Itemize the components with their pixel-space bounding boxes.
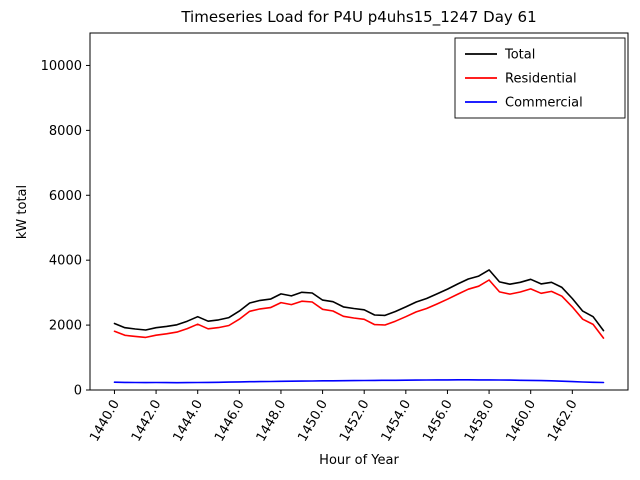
x-tick-label: 1460.0 [503,398,539,445]
y-axis-label: kW total [15,185,30,239]
series-line-total [113,269,605,332]
x-tick-label: 1456.0 [420,398,456,445]
x-tick-label: 1458.0 [462,398,498,445]
series-line-commercial [113,378,605,384]
y-tick-label: 6000 [49,189,82,204]
x-tick-label: 1448.0 [254,398,290,445]
plot-area: 0 2000 4000 6000 8000 10000 1440.0 1442.0 1444.0… [41,32,629,445]
legend-label-commercial: Commercial [505,96,583,111]
chart-title: Timeseries Load for P4U p4uhs15_1247 Day… [180,8,536,27]
x-tick-label: 1446.0 [212,398,248,445]
y-tick-label: 0 [74,384,82,399]
x-tick-label: 1440.0 [87,398,123,445]
y-tick-label: 4000 [49,254,82,269]
x-axis-label: Hour of Year [319,453,399,468]
legend-label-total: Total [504,48,535,63]
series-line-residential [113,279,605,339]
y-tick-label: 2000 [49,319,82,334]
x-tick-label: 1454.0 [379,398,415,445]
x-tick-label: 1442.0 [129,398,165,445]
y-tick-label: 8000 [49,124,82,139]
legend-label-residential: Residential [505,72,577,87]
axes-frame [89,32,629,391]
x-tick-label: 1444.0 [170,398,206,445]
x-tick-label: 1462.0 [545,398,581,445]
y-tick-label: 10000 [41,59,82,74]
x-tick-label: 1452.0 [337,398,373,445]
x-tick-label: 1450.0 [295,398,331,445]
